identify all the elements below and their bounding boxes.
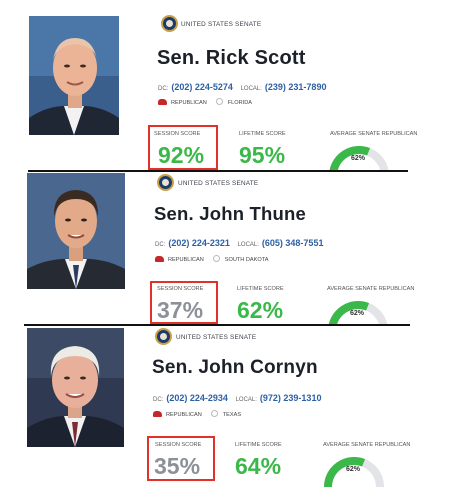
- phone-row: DC: (202) 224-2934 LOCAL: (972) 239-1310: [153, 393, 327, 403]
- session-score-highlight: [147, 436, 215, 481]
- portrait-photo: [27, 173, 125, 289]
- senator-name: Sen. John Thune: [154, 203, 307, 224]
- lifetime-score-value: 95%: [239, 142, 286, 168]
- local-label: LOCAL:: [235, 397, 257, 403]
- average-score-label: AVERAGE SENATE REPUBLICAN: [323, 442, 411, 448]
- card-divider: [24, 324, 410, 326]
- session-score-label: SESSION SCORE: [154, 131, 201, 137]
- average-score-label: AVERAGE SENATE REPUBLICAN: [330, 131, 418, 137]
- state-icon: [210, 410, 218, 417]
- dc-label: DC:: [153, 397, 164, 403]
- senator-card: UNITED STATES SENATE Sen. John Cornyn DC…: [24, 326, 424, 488]
- party-label: REPUBLICAN: [171, 100, 207, 106]
- senate-seal-icon: [157, 174, 174, 191]
- local-label: LOCAL:: [240, 86, 262, 92]
- senator-card: UNITED STATES SENATE Sen. Rick Scott DC:…: [28, 10, 428, 177]
- phone-row: DC: (202) 224-2321 LOCAL: (605) 348-7551: [155, 238, 329, 248]
- lifetime-score-value: 62%: [237, 297, 284, 323]
- senator-name: Sen. Rick Scott: [157, 47, 306, 69]
- lifetime-score-label: LIFETIME SCORE: [237, 286, 284, 292]
- dc-label: DC:: [155, 242, 166, 248]
- org-label: UNITED STATES SENATE: [178, 180, 259, 187]
- dc-phone-link[interactable]: (202) 224-2934: [166, 393, 228, 403]
- senator-name: Sen. John Cornyn: [152, 357, 318, 378]
- session-score-value: 92%: [158, 142, 205, 168]
- session-score-highlight: [148, 125, 218, 170]
- party-state-row: REPUBLICAN TEXAS: [153, 410, 241, 418]
- senator-card: UNITED STATES SENATE Sen. John Thune DC:…: [24, 172, 424, 332]
- session-score-value: 37%: [157, 297, 204, 323]
- state-label: TEXAS: [222, 412, 242, 418]
- state-label: FLORIDA: [227, 100, 252, 106]
- org-label: UNITED STATES SENATE: [181, 21, 262, 28]
- local-phone-link[interactable]: (239) 231-7890: [264, 82, 327, 92]
- lifetime-score-value: 64%: [235, 453, 282, 479]
- republican-elephant-icon: [158, 99, 167, 105]
- local-phone-link[interactable]: (605) 348-7551: [261, 238, 324, 248]
- average-score-gauge: [324, 457, 384, 488]
- session-score-value: 35%: [154, 453, 201, 479]
- average-score-value: 62%: [346, 466, 361, 473]
- portrait-photo: [29, 16, 119, 135]
- phone-row: DC: (202) 224-5274 LOCAL: (239) 231-7890: [158, 82, 332, 92]
- dc-phone-link[interactable]: (202) 224-5274: [171, 82, 233, 92]
- senate-seal-icon: [161, 15, 178, 32]
- portrait-photo: [27, 328, 124, 447]
- state-icon: [212, 255, 220, 262]
- senate-seal-icon: [155, 328, 172, 345]
- average-score-value: 62%: [350, 310, 365, 317]
- party-label: REPUBLICAN: [168, 257, 204, 263]
- session-score-label: SESSION SCORE: [155, 442, 202, 448]
- lifetime-score-label: LIFETIME SCORE: [239, 131, 286, 137]
- party-state-row: REPUBLICAN SOUTH DAKOTA: [155, 255, 268, 263]
- state-icon: [215, 98, 223, 105]
- org-label: UNITED STATES SENATE: [176, 334, 257, 341]
- state-label: SOUTH DAKOTA: [224, 257, 269, 263]
- republican-elephant-icon: [153, 411, 162, 417]
- average-score-value: 62%: [351, 155, 366, 162]
- local-label: LOCAL:: [237, 242, 259, 248]
- card-divider: [28, 170, 408, 172]
- party-state-row: REPUBLICAN FLORIDA: [158, 98, 252, 106]
- dc-label: DC:: [158, 86, 169, 92]
- dc-phone-link[interactable]: (202) 224-2321: [168, 238, 230, 248]
- lifetime-score-label: LIFETIME SCORE: [235, 442, 282, 448]
- local-phone-link[interactable]: (972) 239-1310: [259, 393, 322, 403]
- average-score-label: AVERAGE SENATE REPUBLICAN: [327, 286, 415, 292]
- session-score-highlight: [150, 281, 218, 324]
- session-score-label: SESSION SCORE: [157, 286, 204, 292]
- party-label: REPUBLICAN: [166, 412, 202, 418]
- republican-elephant-icon: [155, 256, 164, 262]
